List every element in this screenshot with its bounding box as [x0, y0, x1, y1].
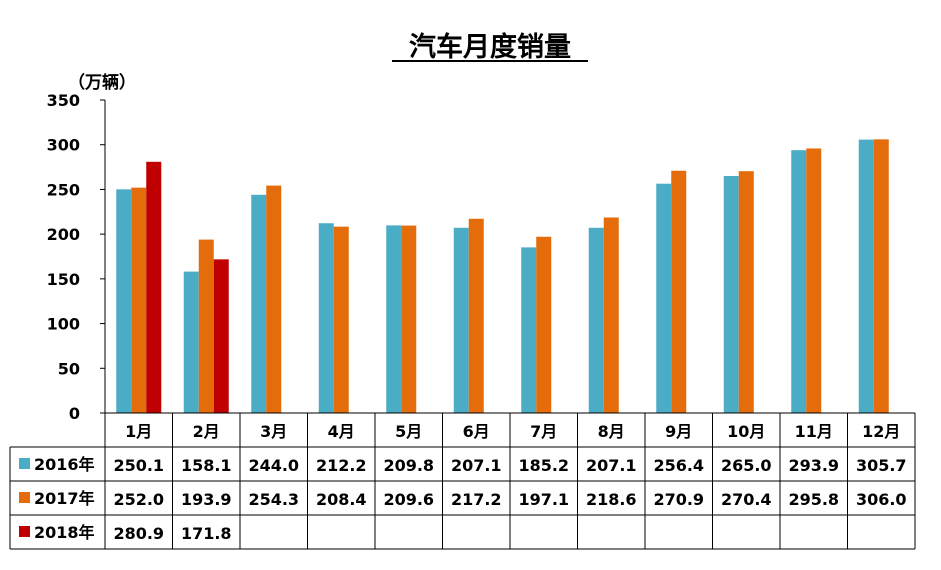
data-cell-value: 293.9	[788, 456, 839, 475]
bar-2016年-9月	[656, 183, 672, 413]
bar-2017年-1月	[131, 187, 147, 413]
x-category-label: 2月	[193, 422, 220, 441]
bar-2016年-8月	[588, 227, 604, 413]
y-axis-unit-label: （万辆）	[68, 72, 136, 93]
data-cell-value: 280.9	[113, 524, 164, 543]
bar-2016年-1月	[116, 189, 132, 413]
data-cell-value: 250.1	[113, 456, 164, 475]
plot-area: 0 50 100 150 200 250 300 350	[47, 91, 889, 423]
y-tick-label: 0	[69, 404, 80, 423]
bar-2017年-11月	[806, 148, 822, 414]
legend-label: 2016年	[34, 455, 95, 474]
data-cell-value: 265.0	[721, 456, 772, 475]
data-cell-value: 270.9	[653, 490, 704, 509]
bar-2017年-5月	[401, 225, 417, 413]
data-cell-value: 171.8	[181, 524, 232, 543]
x-category-label: 12月	[862, 422, 900, 441]
x-category-label: 5月	[395, 422, 422, 441]
x-category-label: 10月	[727, 422, 765, 441]
bar-2018年-1月	[146, 161, 162, 413]
data-cell-value: 217.2	[451, 490, 502, 509]
data-cell-value: 252.0	[113, 490, 164, 509]
data-cell-value: 197.1	[518, 490, 569, 509]
legend-swatch-2018年	[19, 526, 30, 537]
bar-2017年-9月	[671, 170, 687, 413]
legend-label: 2018年	[34, 523, 95, 542]
x-category-label: 4月	[328, 422, 355, 441]
bar-2016年-12月	[858, 139, 874, 413]
bar-2017年-10月	[738, 171, 754, 413]
data-cell-value: 244.0	[248, 456, 299, 475]
y-tick-label: 300	[47, 136, 80, 155]
data-cell-value: 212.2	[316, 456, 367, 475]
data-cell-value: 158.1	[181, 456, 232, 475]
y-tick-label: 250	[47, 180, 80, 199]
bar-2017年-6月	[468, 218, 484, 413]
bar-2016年-7月	[521, 247, 537, 413]
x-category-label: 6月	[463, 422, 490, 441]
data-cell-value: 218.6	[586, 490, 637, 509]
y-tick-label: 150	[47, 270, 80, 289]
legend-swatch-2017年	[19, 492, 30, 503]
bar-2017年-12月	[873, 139, 889, 413]
bar-2017年-4月	[333, 226, 349, 413]
data-table: 1月 2月 3月 4月 5月 6月 7月 8月 9月 10月 11月 12月 2016年 250.1 158…	[9, 412, 916, 550]
y-tick-label: 50	[58, 359, 80, 378]
bar-2016年-5月	[386, 225, 402, 413]
legend-label: 2017年	[34, 489, 95, 508]
data-cell-value: 256.4	[653, 456, 704, 475]
bar-2016年-10月	[723, 176, 739, 413]
data-cell-value: 207.1	[586, 456, 637, 475]
data-cell-value: 208.4	[316, 490, 367, 509]
data-cell-value: 207.1	[451, 456, 502, 475]
bar-2017年-7月	[536, 236, 552, 413]
bar-2016年-6月	[453, 227, 469, 413]
bar-2016年-2月	[183, 271, 199, 413]
chart-title: 汽车月度销量	[409, 31, 571, 63]
bar-2016年-11月	[791, 150, 807, 413]
data-cell-value: 193.9	[181, 490, 232, 509]
x-category-label: 8月	[598, 422, 625, 441]
data-cell-value: 306.0	[856, 490, 907, 509]
bar-2016年-4月	[318, 223, 334, 413]
y-tick-label: 350	[47, 91, 80, 110]
bar-2017年-8月	[603, 217, 619, 413]
data-cell-value: 295.8	[788, 490, 839, 509]
bar-2017年-3月	[266, 185, 282, 413]
bar-2017年-2月	[198, 239, 214, 413]
legend-swatch-2016年	[19, 458, 30, 469]
x-category-label: 1月	[125, 422, 152, 441]
bar-2016年-3月	[251, 194, 267, 413]
x-category-label: 7月	[530, 422, 557, 441]
data-cell-value: 209.8	[383, 456, 434, 475]
data-cell-value: 209.6	[383, 490, 434, 509]
data-cell-value: 254.3	[248, 490, 299, 509]
y-tick-label: 200	[47, 225, 80, 244]
x-category-label: 3月	[260, 422, 287, 441]
data-cell-value: 185.2	[518, 456, 569, 475]
x-category-label: 11月	[795, 422, 833, 441]
data-cell-value: 305.7	[856, 456, 907, 475]
x-category-label: 9月	[665, 422, 692, 441]
y-tick-label: 100	[47, 315, 80, 334]
data-cell-value: 270.4	[721, 490, 772, 509]
bar-2018年-2月	[213, 259, 229, 413]
